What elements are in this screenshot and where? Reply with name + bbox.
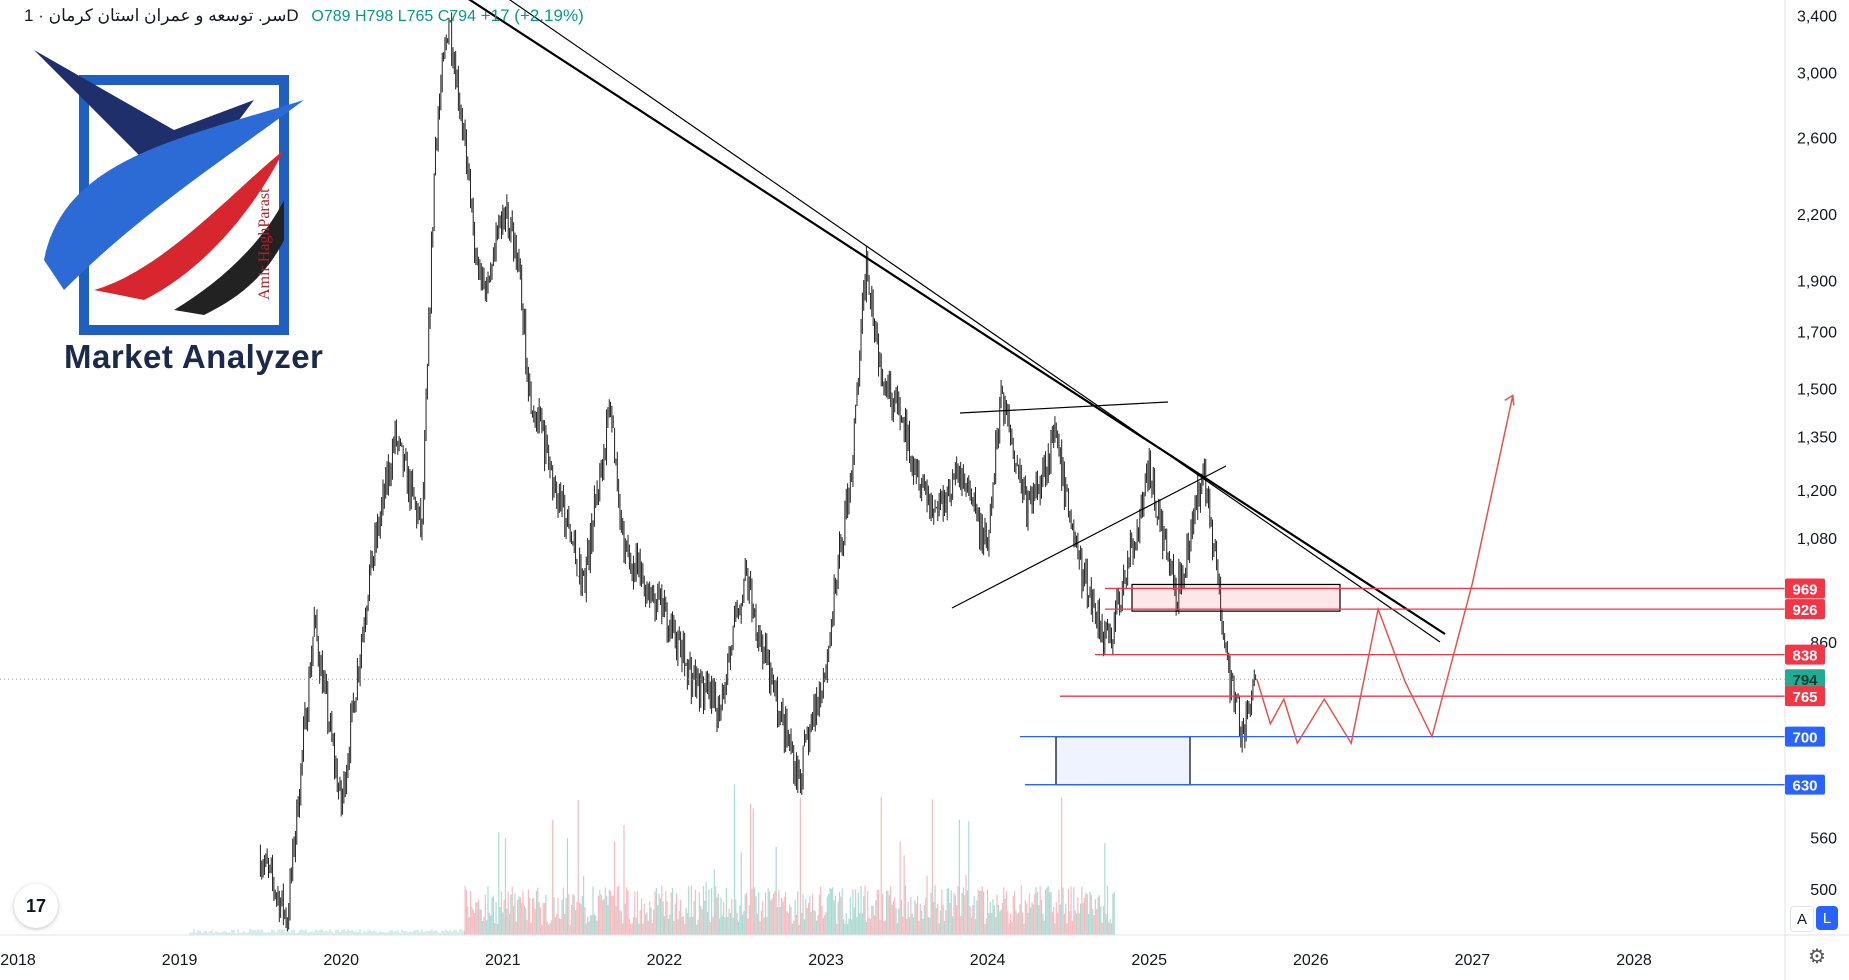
- time-tick-label: 2026: [1293, 952, 1329, 969]
- tradingview-logo-button[interactable]: 17: [14, 884, 58, 928]
- price-label-bg: [1785, 726, 1825, 747]
- time-tick-label: 2024: [970, 952, 1006, 969]
- price-label: 969: [1792, 581, 1817, 598]
- time-tick-label: 2021: [485, 952, 521, 969]
- price-tick-label: 1,500: [1797, 381, 1837, 398]
- change-value: +17 (+2.19%): [480, 6, 584, 25]
- price-label-bg: [1785, 774, 1825, 795]
- time-tick-label: 2020: [323, 952, 359, 969]
- price-label-bg: [1785, 644, 1825, 665]
- logo-swoosh-blue: [44, 100, 304, 290]
- ohlc-values: O789 H798 L765 C794: [311, 8, 476, 25]
- resistance-line: [959, 401, 1169, 414]
- descending-trendline: [468, 0, 1446, 635]
- time-tick-label: 2018: [0, 952, 36, 969]
- logo-swoosh-dark: [174, 200, 284, 315]
- auto-scale-button[interactable]: A: [1790, 906, 1814, 932]
- price-tick-label: 3,000: [1797, 65, 1837, 82]
- symbol-name[interactable]: سر. توسعه و عمران استان کرمان: [48, 6, 287, 25]
- time-tick-label: 2028: [1616, 952, 1652, 969]
- price-tick-label: 2,600: [1797, 131, 1837, 148]
- time-axis[interactable]: 2018 2019 2020 2021 2022 2023 2024 2025 2026 2027…: [0, 934, 1849, 969]
- drawing-tools: [0, 0, 1785, 786]
- price-label-bg: [1785, 578, 1825, 599]
- projection-arrowhead: [1504, 394, 1515, 406]
- price-axis[interactable]: 3,400 3,000 2,600 2,200 1,900 1,700 1,500 1,350…: [1784, 0, 1837, 980]
- time-tick-label: 2027: [1455, 952, 1491, 969]
- time-tick-label: 2022: [647, 952, 683, 969]
- price-tick-label: 560: [1810, 830, 1837, 847]
- log-scale-button[interactable]: L: [1816, 906, 1838, 930]
- price-label: 630: [1792, 778, 1817, 795]
- price-tick-label: 1,700: [1797, 324, 1837, 341]
- support-zone: [1055, 736, 1191, 786]
- ascending-support-line: [951, 465, 1227, 609]
- price-tick-label: 1,350: [1797, 429, 1837, 446]
- symbol-header: سر. توسعه و عمران استان کرمان · 1D O789 …: [24, 6, 584, 25]
- price-label: 838: [1792, 648, 1817, 665]
- price-tick-label: 1,200: [1797, 483, 1837, 500]
- descending-trendline-inner: [508, 0, 1441, 643]
- projection-path: [1256, 395, 1514, 746]
- logo-swoosh-red: [94, 150, 284, 300]
- price-label-bg: [1785, 669, 1825, 690]
- volume-bars: [189, 784, 1115, 935]
- market-analyzer-logo: Amir HaghParast: [34, 50, 304, 335]
- price-tick-label: 500: [1810, 882, 1837, 899]
- price-tick-label: 2,200: [1797, 207, 1837, 224]
- price-label: 700: [1792, 730, 1817, 747]
- price-label-bg: [1785, 686, 1825, 707]
- price-tick-label: 1,900: [1797, 274, 1837, 291]
- price-tick-label: 1,080: [1797, 531, 1837, 548]
- time-tick-label: 2019: [162, 952, 198, 969]
- price-label: 926: [1792, 602, 1817, 619]
- price-tick-label: 3,400: [1797, 8, 1837, 25]
- price-label-bg: [1785, 599, 1825, 620]
- price-label: 765: [1792, 689, 1817, 706]
- time-tick-label: 2023: [808, 952, 844, 969]
- logo-brand: Market Analyzer: [64, 338, 324, 375]
- settings-gear-icon[interactable]: ⚙: [1808, 946, 1826, 968]
- candles: [259, 12, 1257, 932]
- interval-label[interactable]: 1D: [24, 6, 299, 25]
- time-tick-label: 2025: [1131, 952, 1167, 969]
- logo-author: Amir HaghParast: [256, 188, 273, 300]
- price-label: 794: [1792, 672, 1818, 689]
